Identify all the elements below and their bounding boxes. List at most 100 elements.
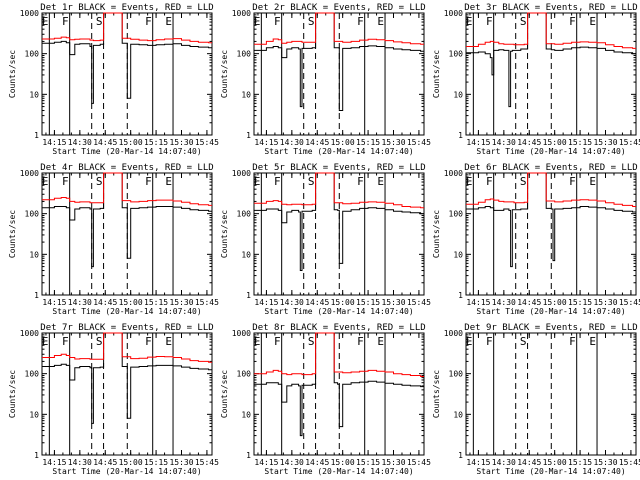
marker-label: F bbox=[486, 15, 493, 28]
y-axis-label: Counts/sec bbox=[432, 210, 441, 258]
marker-label: F bbox=[145, 335, 152, 348]
marker-label: E bbox=[42, 175, 49, 188]
y-tick-label: 10 bbox=[453, 410, 463, 419]
marker-label: E bbox=[589, 175, 596, 188]
x-tick-label: 15:00 bbox=[543, 458, 567, 467]
marker-label: F bbox=[357, 175, 364, 188]
y-tick-label: 100 bbox=[25, 50, 40, 59]
x-tick-label: 15:15 bbox=[144, 298, 168, 307]
y-tick-label: 1 bbox=[458, 131, 463, 140]
x-tick-label: 15:45 bbox=[619, 138, 640, 147]
x-tick-label: 14:45 bbox=[517, 138, 541, 147]
detector-panel-1: Det 1r BLACK = Events, RED = LLD 1 10 100 10… bbox=[8, 3, 219, 156]
marker-label: F bbox=[569, 15, 576, 28]
y-axis-label: Counts/sec bbox=[432, 50, 441, 98]
y-tick-label: 1 bbox=[34, 451, 39, 460]
series-lld-line bbox=[254, 172, 424, 209]
marker-label: F bbox=[145, 175, 152, 188]
y-tick-label: 100 bbox=[237, 50, 252, 59]
y-tick-label: 100 bbox=[237, 210, 252, 219]
y-axis-label: Counts/sec bbox=[220, 370, 229, 418]
series-events-line bbox=[254, 172, 424, 271]
x-tick-label: 15:45 bbox=[195, 298, 219, 307]
x-axis-label: Start Time (20-Mar-14 14:07:40) bbox=[476, 307, 625, 316]
y-axis-label: Counts/sec bbox=[8, 50, 17, 98]
x-tick-label: 15:45 bbox=[407, 298, 431, 307]
x-tick-label: 15:45 bbox=[619, 458, 640, 467]
detector-panel-4: Det 4r BLACK = Events, RED = LLD 1 10 100 10… bbox=[8, 163, 219, 316]
x-tick-label: 15:45 bbox=[195, 458, 219, 467]
x-tick-label: 15:30 bbox=[381, 458, 405, 467]
x-axis-label: Start Time (20-Mar-14 14:07:40) bbox=[52, 307, 201, 316]
marker-label: S bbox=[520, 335, 527, 348]
x-axis-label: Start Time (20-Mar-14 14:07:40) bbox=[476, 147, 625, 156]
marker-label: F bbox=[569, 335, 576, 348]
marker-label: S bbox=[520, 175, 527, 188]
x-axis-label: Start Time (20-Mar-14 14:07:40) bbox=[264, 307, 413, 316]
marker-label: F bbox=[62, 175, 69, 188]
y-tick-label: 10 bbox=[453, 90, 463, 99]
y-axis-label: Counts/sec bbox=[432, 370, 441, 418]
marker-label: F bbox=[569, 175, 576, 188]
marker-label: S bbox=[308, 175, 315, 188]
x-tick-label: 14:15 bbox=[254, 298, 278, 307]
x-tick-label: 15:15 bbox=[144, 138, 168, 147]
y-tick-label: 1 bbox=[246, 451, 251, 460]
x-tick-label: 15:00 bbox=[331, 458, 355, 467]
series-events-line bbox=[254, 332, 424, 437]
y-tick-label: 10 bbox=[29, 410, 39, 419]
y-tick-label: 10 bbox=[29, 90, 39, 99]
y-axis-label: Counts/sec bbox=[8, 210, 17, 258]
marker-label: S bbox=[308, 335, 315, 348]
x-tick-label: 15:45 bbox=[407, 138, 431, 147]
marker-label: E bbox=[254, 15, 261, 28]
panel-title: Det 3r BLACK = Events, RED = LLD bbox=[464, 3, 637, 13]
x-tick-label: 14:30 bbox=[492, 298, 516, 307]
y-tick-label: 1000 bbox=[232, 169, 251, 178]
x-tick-label: 15:45 bbox=[195, 138, 219, 147]
marker-label: E bbox=[466, 335, 473, 348]
y-axis-label: Counts/sec bbox=[8, 370, 17, 418]
x-tick-label: 14:45 bbox=[93, 298, 117, 307]
y-tick-label: 1000 bbox=[444, 9, 463, 18]
x-tick-label: 15:30 bbox=[381, 138, 405, 147]
series-lld-line bbox=[42, 172, 212, 206]
x-tick-label: 14:30 bbox=[280, 138, 304, 147]
x-tick-label: 14:45 bbox=[305, 138, 329, 147]
x-tick-label: 14:30 bbox=[68, 298, 92, 307]
detector-panel-8: Det 8r BLACK = Events, RED = LLD 1 10 100 10… bbox=[220, 323, 431, 476]
x-axis-label: Start Time (20-Mar-14 14:07:40) bbox=[264, 147, 413, 156]
series-lld-line bbox=[42, 332, 212, 363]
x-tick-label: 15:00 bbox=[543, 138, 567, 147]
marker-label: E bbox=[377, 175, 384, 188]
y-tick-label: 1000 bbox=[20, 169, 39, 178]
y-tick-label: 1000 bbox=[232, 9, 251, 18]
x-tick-label: 15:00 bbox=[331, 138, 355, 147]
y-tick-label: 1000 bbox=[20, 329, 39, 338]
x-tick-label: 14:15 bbox=[466, 138, 490, 147]
marker-label: E bbox=[165, 15, 172, 28]
y-tick-label: 1 bbox=[34, 131, 39, 140]
marker-label: F bbox=[62, 15, 69, 28]
x-axis-label: Start Time (20-Mar-14 14:07:40) bbox=[264, 467, 413, 476]
x-tick-label: 14:30 bbox=[68, 458, 92, 467]
detector-panel-7: Det 7r BLACK = Events, RED = LLD 1 10 100 10… bbox=[8, 323, 219, 476]
y-tick-label: 10 bbox=[453, 250, 463, 259]
x-tick-label: 14:45 bbox=[517, 458, 541, 467]
y-tick-label: 10 bbox=[241, 410, 251, 419]
x-tick-label: 14:15 bbox=[254, 458, 278, 467]
marker-label: E bbox=[589, 15, 596, 28]
marker-label: F bbox=[62, 335, 69, 348]
y-tick-label: 100 bbox=[449, 210, 464, 219]
marker-label: E bbox=[589, 335, 596, 348]
y-tick-label: 1 bbox=[34, 291, 39, 300]
marker-label: F bbox=[274, 175, 281, 188]
x-tick-label: 15:30 bbox=[169, 138, 193, 147]
x-tick-label: 15:00 bbox=[543, 298, 567, 307]
marker-label: F bbox=[486, 335, 493, 348]
detector-panel-6: Det 6r BLACK = Events, RED = LLD 1 10 100 10… bbox=[432, 163, 640, 316]
panel-title: Det 5r BLACK = Events, RED = LLD bbox=[252, 163, 425, 173]
marker-label: E bbox=[377, 335, 384, 348]
x-axis-label: Start Time (20-Mar-14 14:07:40) bbox=[52, 467, 201, 476]
y-axis-label: Counts/sec bbox=[220, 210, 229, 258]
